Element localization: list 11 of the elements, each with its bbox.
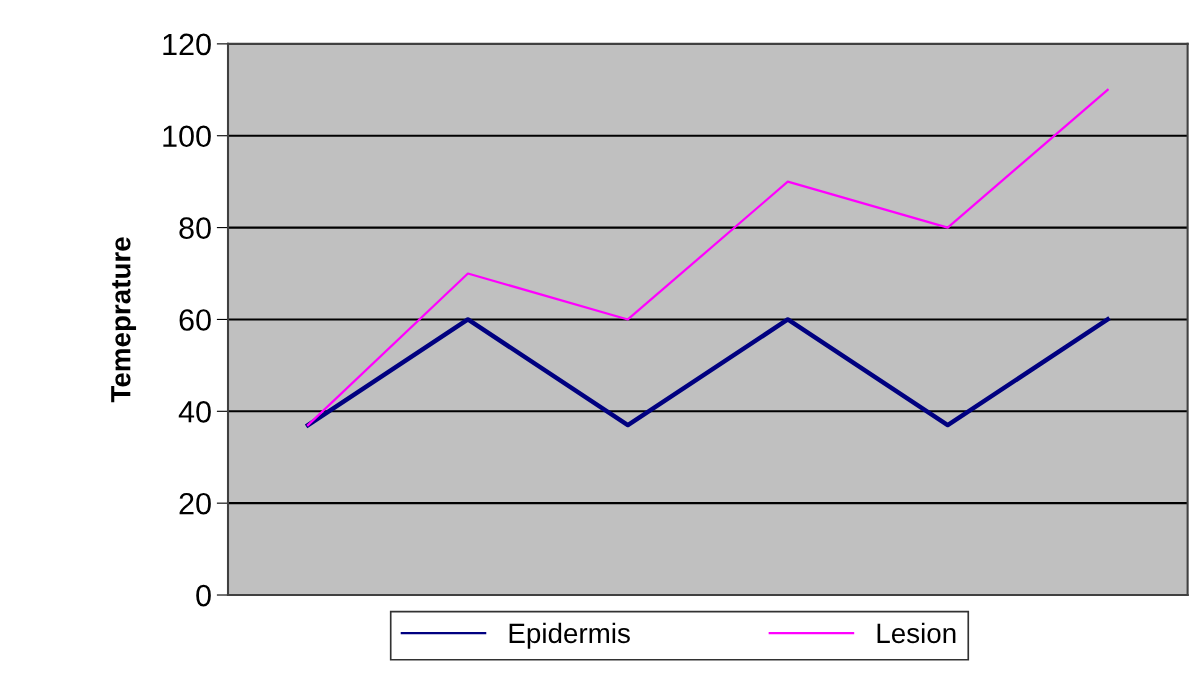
y-tick-label: 80 <box>179 217 211 239</box>
y-axis-title: Temeprature <box>111 237 137 403</box>
legend-label: Lesion <box>877 622 956 644</box>
y-tick-label: 0 <box>196 584 211 607</box>
line-series <box>306 88 1109 427</box>
y-tick-label: 20 <box>179 492 211 515</box>
legend-label: Epidermis <box>509 622 630 649</box>
y-tick-label: 120 <box>163 33 211 56</box>
y-tick-label: 60 <box>179 309 211 331</box>
y-tick-label: 40 <box>178 401 211 423</box>
y-tick-label: 100 <box>163 125 211 148</box>
